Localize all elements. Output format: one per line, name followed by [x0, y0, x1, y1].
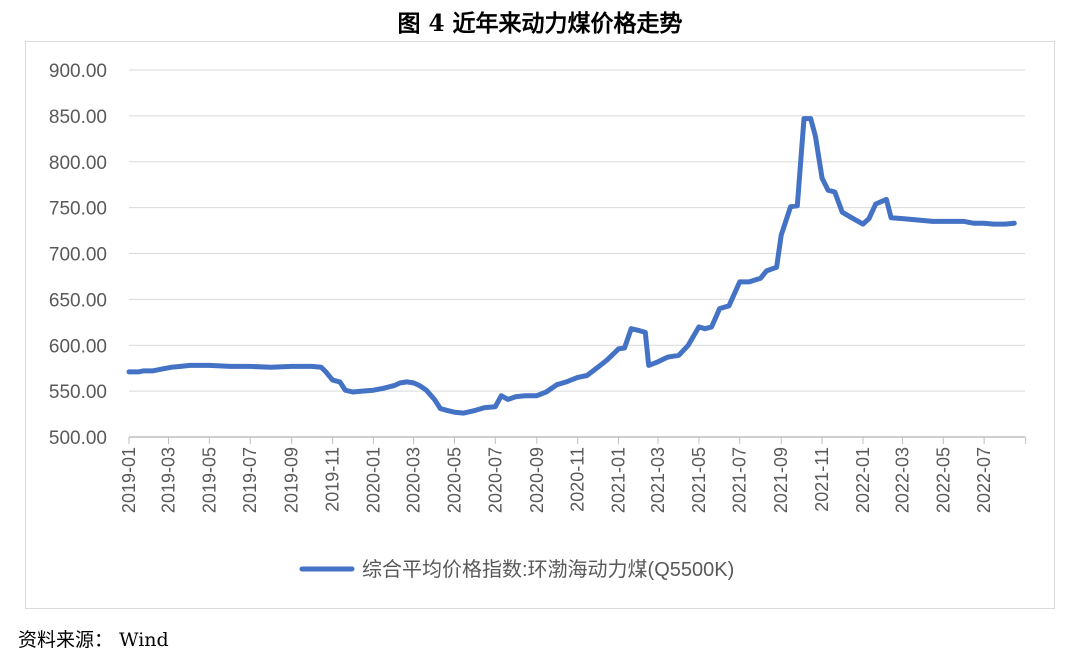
legend: 综合平均价格指数:环渤海动力煤(Q5500K): [299, 558, 734, 581]
y-tick-label: 750.00: [49, 199, 107, 220]
y-tick-label: 800.00: [49, 153, 107, 174]
x-tick-label: 2021-09: [771, 447, 791, 513]
x-tick-label: 2021-05: [689, 447, 709, 513]
x-tick-label: 2019-11: [323, 447, 343, 512]
x-tick-label: 2019-03: [159, 447, 179, 513]
y-tick-label: 850.00: [49, 107, 107, 128]
x-tick-label: 2020-01: [363, 447, 383, 513]
x-tick-label: 2019-07: [240, 447, 260, 513]
x-axis: [128, 436, 1027, 444]
x-tick-label: 2022-07: [974, 447, 994, 513]
y-tick-label: 600.00: [49, 336, 107, 357]
legend-label: 综合平均价格指数:环渤海动力煤(Q5500K): [362, 558, 734, 581]
x-tick-label: 2020-07: [485, 447, 505, 513]
y-tick-labels: 500.00 550.00 600.00 650.00 700.00 750.00 800.…: [49, 61, 107, 449]
grid-lines: [129, 69, 1025, 392]
y-tick-label: 700.00: [49, 245, 107, 266]
series-lines: [126, 116, 1017, 416]
y-tick-label: 900.00: [49, 61, 107, 82]
series-line: [126, 116, 1017, 416]
y-tick-label: 500.00: [49, 428, 107, 449]
x-tick-label: 2021-11: [812, 447, 832, 512]
x-tick-label: 2021-03: [648, 447, 668, 513]
x-tick-label: 2019-05: [199, 447, 219, 513]
source-note: 资料来源： Wind: [18, 629, 169, 651]
x-tick-label: 2022-01: [853, 447, 873, 513]
y-tick-label: 550.00: [49, 382, 107, 403]
x-tick-labels: 2019-01 2019-03 2019-05 2019-07 2019-09 2019-…: [119, 447, 994, 513]
x-tick-label: 2021-01: [609, 447, 629, 513]
x-tick-label: 2020-03: [404, 447, 424, 513]
x-tick-label: 2019-01: [119, 447, 139, 513]
x-tick-label: 2020-05: [444, 447, 464, 513]
x-tick-label: 2021-07: [730, 447, 750, 513]
x-tick-label: 2022-05: [933, 447, 953, 513]
x-tick-label: 2022-03: [892, 447, 912, 513]
x-tick-label: 2020-09: [527, 447, 547, 513]
figure-title: 图 4 近年来动力煤价格走势: [397, 10, 683, 37]
x-tick-label: 2019-09: [282, 447, 302, 513]
y-tick-label: 650.00: [49, 290, 107, 311]
x-tick-label: 2020-11: [568, 447, 588, 512]
chart-frame: [25, 41, 1055, 609]
